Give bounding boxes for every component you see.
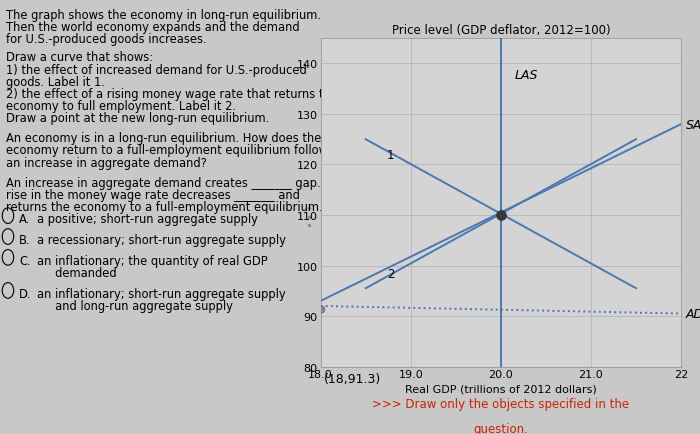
- Text: an increase in aggregate demand?: an increase in aggregate demand?: [6, 156, 207, 169]
- Text: an inflationary; the quantity of real GDP: an inflationary; the quantity of real GD…: [36, 254, 267, 267]
- X-axis label: Real GDP (trillions of 2012 dollars): Real GDP (trillions of 2012 dollars): [405, 384, 596, 394]
- Text: economy return to a full-employment equilibrium following: economy return to a full-employment equi…: [6, 144, 346, 157]
- Text: 1: 1: [387, 148, 395, 161]
- Text: rise in the money wage rate decreases _______ and: rise in the money wage rate decreases __…: [6, 188, 300, 201]
- Text: D.: D.: [19, 287, 32, 300]
- Text: 2: 2: [387, 267, 395, 280]
- Text: economy to full employment. Label it 2.: economy to full employment. Label it 2.: [6, 100, 237, 113]
- Text: an inflationary; short-run aggregate supply: an inflationary; short-run aggregate sup…: [36, 287, 286, 300]
- Text: An increase in aggregate demand creates _______ gap. A: An increase in aggregate demand creates …: [6, 176, 332, 189]
- Text: returns the economy to a full-employment equilibrium.: returns the economy to a full-employment…: [6, 201, 323, 214]
- Text: and long-run aggregate supply: and long-run aggregate supply: [36, 299, 232, 312]
- Text: a positive; short-run aggregate supply: a positive; short-run aggregate supply: [36, 213, 258, 226]
- Text: for U.S.-produced goods increases.: for U.S.-produced goods increases.: [6, 33, 207, 46]
- Text: demanded: demanded: [36, 266, 116, 279]
- Text: SAS: SAS: [685, 118, 700, 131]
- Text: a recessionary; short-run aggregate supply: a recessionary; short-run aggregate supp…: [36, 233, 286, 247]
- Text: AD: AD: [685, 307, 700, 320]
- Text: question.: question.: [473, 422, 528, 434]
- Text: C.: C.: [19, 254, 31, 267]
- Text: Draw a curve that shows:: Draw a curve that shows:: [6, 51, 153, 64]
- Text: Draw a point at the new long-run equilibrium.: Draw a point at the new long-run equilib…: [6, 112, 270, 125]
- Text: Then the world economy expands and the demand: Then the world economy expands and the d…: [6, 21, 300, 34]
- Text: The graph shows the economy in long-run equilibrium.: The graph shows the economy in long-run …: [6, 9, 321, 22]
- Text: An economy is in a long-run equilibrium. How does the: An economy is in a long-run equilibrium.…: [6, 132, 322, 145]
- Text: 1) the effect of increased demand for U.S.-produced: 1) the effect of increased demand for U.…: [6, 63, 307, 76]
- Text: (18,91.3): (18,91.3): [324, 372, 382, 385]
- Text: LAS: LAS: [514, 69, 538, 82]
- Text: A.: A.: [19, 213, 30, 226]
- Text: >>> Draw only the objects specified in the: >>> Draw only the objects specified in t…: [372, 397, 629, 410]
- Text: goods. Label it 1.: goods. Label it 1.: [6, 76, 105, 89]
- Text: B.: B.: [19, 233, 31, 247]
- Text: 2) the effect of a rising money wage rate that returns the: 2) the effect of a rising money wage rat…: [6, 88, 338, 101]
- Title: Price level (GDP deflator, 2012=100): Price level (GDP deflator, 2012=100): [391, 23, 610, 36]
